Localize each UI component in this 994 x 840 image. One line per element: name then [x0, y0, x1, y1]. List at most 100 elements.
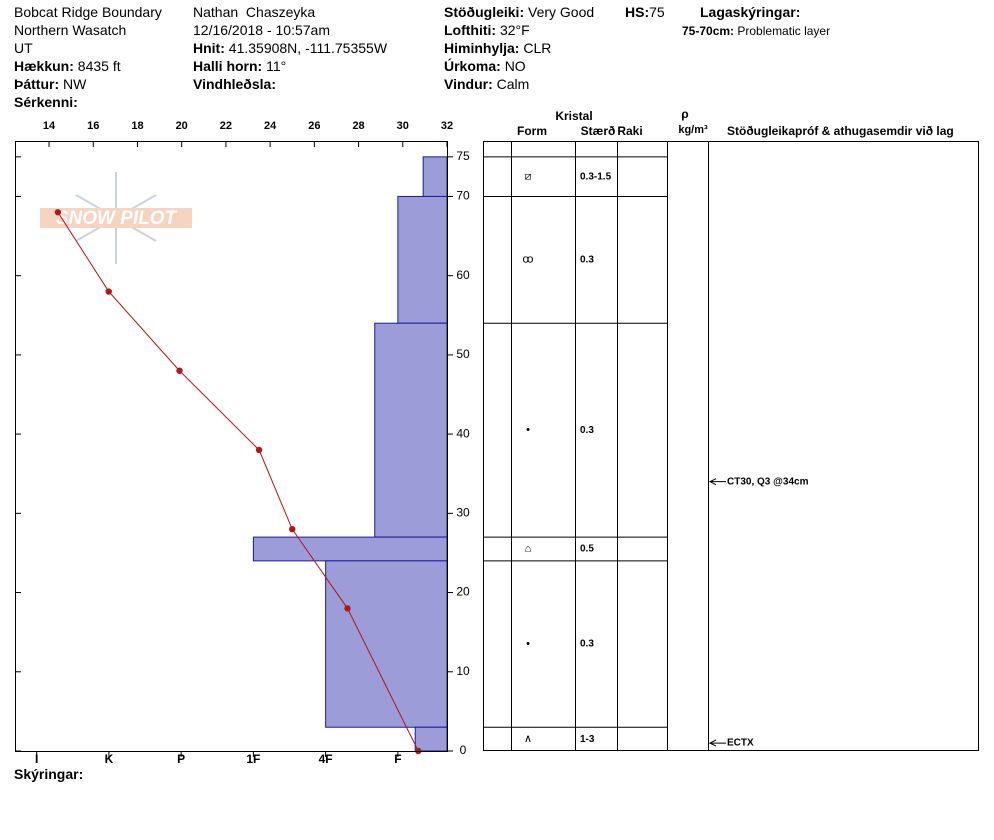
- y-tick-label: 60: [456, 268, 470, 282]
- th: Kristal: [555, 109, 592, 123]
- y-tick-label: 0: [460, 743, 467, 757]
- grain-form: •: [526, 424, 530, 436]
- x-tick-label: 32: [441, 120, 453, 132]
- temp-point: [344, 605, 351, 612]
- table-frame: [483, 141, 979, 751]
- label: Halli horn:: [193, 58, 263, 74]
- grain-size: 0.3: [580, 425, 594, 436]
- x-tick-label: 4F: [319, 752, 333, 766]
- x-tick-label: 26: [308, 120, 320, 132]
- field: Halli horn: 11°: [193, 58, 286, 74]
- label: Hækkun:: [14, 58, 74, 74]
- field: HS:75: [625, 4, 665, 20]
- label: Þáttur:: [14, 76, 60, 92]
- label: Vindur:: [444, 76, 493, 92]
- x-tick-label: 16: [87, 120, 99, 132]
- field: Þáttur: NW: [14, 76, 86, 92]
- x-tick-label: 18: [131, 120, 143, 132]
- hardness-bar: [374, 322, 448, 538]
- state: UT: [14, 40, 33, 56]
- th: Stöðugleikapróf & athugasemdir við lag: [727, 124, 954, 138]
- value: Calm: [496, 76, 530, 92]
- x-tick-label: F: [394, 752, 401, 766]
- y-tick-label: 70: [456, 189, 470, 203]
- date: 12/16/2018 - 10:57am: [193, 22, 330, 38]
- th: Form: [517, 124, 547, 138]
- label: Himinhylja:: [444, 40, 520, 56]
- observer: Nathan Chaszeyka: [193, 4, 316, 20]
- value: NW: [63, 76, 87, 92]
- y-tick-label: 40: [456, 426, 470, 440]
- label: Vindhleðsla:: [193, 76, 276, 92]
- value: 11°: [266, 58, 287, 74]
- plot-frame: [15, 141, 448, 752]
- location: Bobcat Ridge Boundary: [14, 4, 162, 20]
- grain-size: 0.3: [580, 254, 594, 265]
- x-tick-label: P: [177, 752, 185, 766]
- value: 75: [649, 4, 665, 20]
- field: Vindur: Calm: [444, 76, 529, 92]
- label: Lagaskýringar:: [700, 4, 801, 20]
- temp-point: [289, 525, 296, 533]
- logo: SNOW PILOT: [40, 172, 192, 264]
- x-tick-label: 30: [397, 120, 409, 132]
- grain-form: •: [526, 638, 530, 650]
- comment: CT30, Q3 @34cm: [727, 476, 809, 487]
- logo-band: [40, 208, 192, 228]
- comment: ECTX: [727, 738, 754, 749]
- grain-form: ⧄: [525, 171, 532, 183]
- label: Lofthiti:: [444, 22, 497, 38]
- temp-point: [176, 367, 183, 374]
- th: ρ: [681, 107, 688, 121]
- y-tick-label: 20: [456, 585, 470, 599]
- hardness-bar: [252, 536, 448, 562]
- x-tick-label: 14: [43, 120, 56, 132]
- y-tick-label: 50: [456, 347, 470, 361]
- grain-form: ∧: [524, 733, 532, 745]
- label: Stöðugleiki:: [444, 4, 525, 20]
- hardness-bar: [422, 156, 448, 197]
- value: CLR: [523, 40, 552, 56]
- range: Northern Wasatch: [14, 22, 127, 38]
- hardness-bar: [414, 726, 448, 752]
- th: Raki: [617, 124, 642, 138]
- snowflake: [75, 172, 157, 264]
- x-tick-label: 24: [264, 120, 277, 132]
- temp-point: [54, 209, 62, 216]
- layer-note: 75-70cm: Problematic layer: [682, 23, 830, 39]
- range: 75-70cm:: [682, 24, 735, 38]
- x-tick-label: I: [35, 752, 38, 766]
- grain-size: 1-3: [580, 734, 595, 745]
- field: Stöðugleiki: Very Good: [444, 4, 594, 20]
- y-tick-label: 30: [456, 506, 470, 520]
- y-tick-label: 10: [456, 664, 470, 678]
- grain-size: 0.5: [580, 544, 594, 555]
- x-tick-label: 20: [176, 120, 188, 132]
- field: Hnit: 41.35908N, -111.75355W: [193, 40, 387, 56]
- th: kg/m³: [678, 124, 708, 136]
- label: HS:: [625, 4, 650, 20]
- field: Úrkoma: NO: [444, 58, 526, 74]
- value: 32°F: [499, 22, 530, 38]
- note: Problematic layer: [737, 24, 831, 38]
- th: Stærð: [581, 124, 616, 138]
- footer: Skýringar:: [14, 766, 84, 782]
- field: Himinhylja: CLR: [444, 40, 551, 56]
- field: Hækkun: 8435 ft: [14, 58, 121, 74]
- grain-size: 0.3: [580, 639, 594, 650]
- comment-arrow: [708, 739, 726, 747]
- grain-form: ⌂: [525, 543, 532, 555]
- temp-point: [255, 446, 263, 454]
- grain-form: ꝏ: [522, 254, 533, 266]
- label: Sérkenni:: [14, 94, 78, 110]
- value: 41.35908N, -111.75355W: [228, 40, 388, 56]
- comment-arrow: [708, 478, 726, 486]
- value: Very Good: [528, 4, 595, 20]
- field: Lofthiti: 32°F: [444, 22, 530, 38]
- label: Hnit:: [193, 40, 225, 56]
- x-tick-label: K: [105, 752, 114, 766]
- value: NO: [504, 58, 526, 74]
- label: Úrkoma:: [444, 58, 501, 74]
